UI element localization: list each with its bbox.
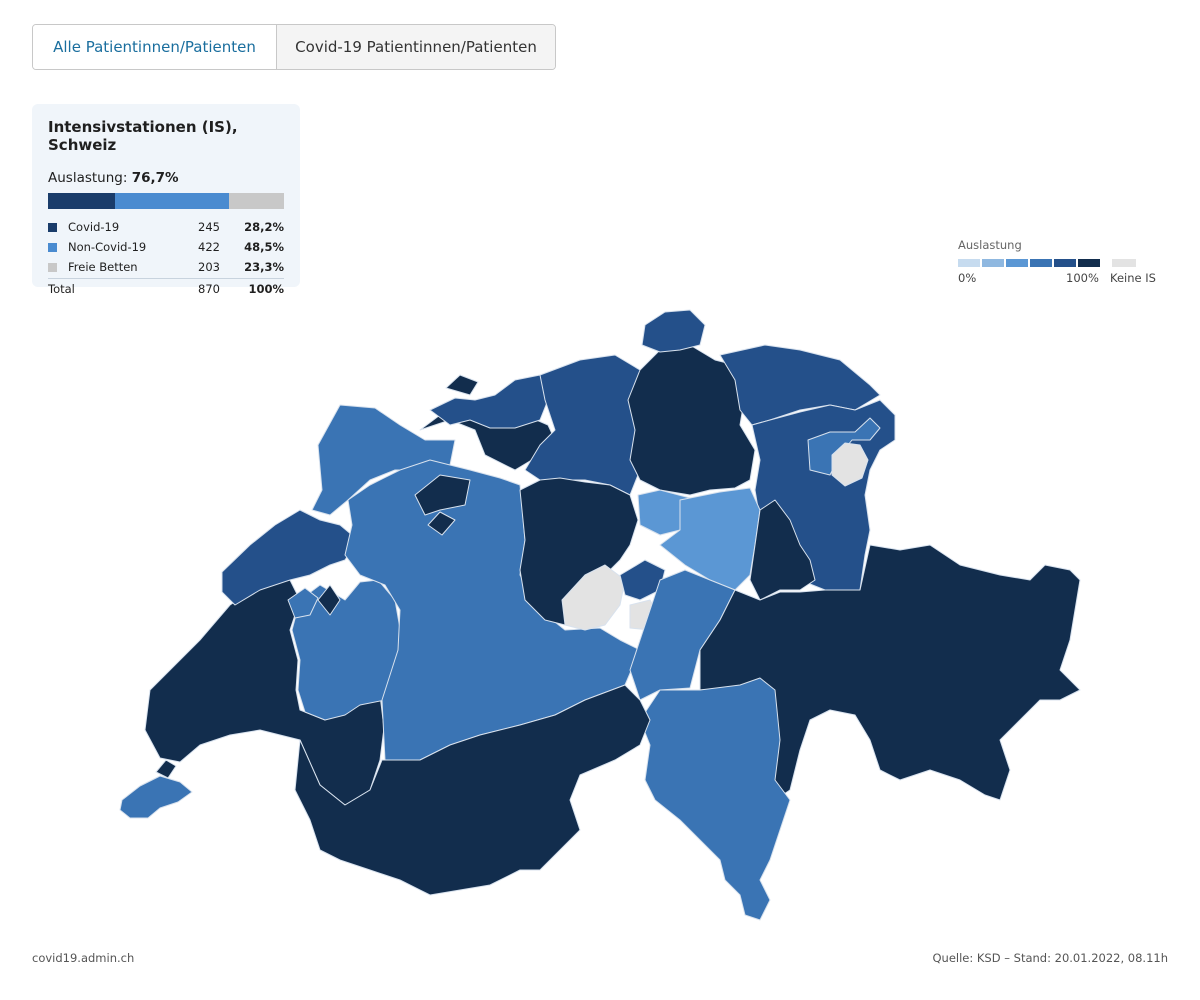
row-count: 245 — [198, 220, 220, 234]
ramp-step — [1006, 259, 1028, 267]
ramp-step — [1078, 259, 1100, 267]
tab-all-patients[interactable]: Alle Patientinnen/Patienten — [33, 25, 277, 69]
bar-segment-non-covid — [114, 193, 229, 209]
row-label: Non-Covid-19 — [68, 240, 147, 254]
canton-valais[interactable] — [294, 684, 651, 896]
row-pct: 48,5% — [244, 240, 284, 254]
legend-min-label: 0% — [958, 271, 977, 285]
row-label: Covid-19 — [68, 220, 120, 234]
total-pct: 100% — [248, 282, 284, 296]
tab-bar: Alle Patientinnen/Patienten Covid-19 Pat… — [32, 24, 556, 70]
canton-neuchatel[interactable] — [221, 509, 359, 606]
utilization-label: Auslastung: — [48, 170, 128, 186]
canton-appenzell-ir[interactable] — [831, 442, 869, 487]
canton-uri[interactable] — [629, 569, 736, 701]
footer-data-source: Quelle: KSD – Stand: 20.01.2022, 08.11h — [932, 951, 1168, 965]
footer-source-site: covid19.admin.ch — [32, 951, 135, 965]
canton-obwalden[interactable] — [561, 564, 626, 631]
row-pct: 23,3% — [244, 260, 284, 274]
row-non-covid: Non-Covid-19 422 48,5% — [48, 237, 284, 257]
utilization-value: 76,7% — [131, 170, 179, 186]
canton-geneva[interactable] — [119, 775, 193, 819]
map-legend: Auslastung 0% 100% Keine IS — [958, 238, 1158, 287]
canton-lucerne[interactable] — [519, 477, 639, 626]
bar-segment-covid — [48, 193, 115, 209]
ramp-step — [982, 259, 1004, 267]
canton-basel[interactable] — [429, 374, 551, 429]
canton-ticino[interactable] — [639, 677, 791, 921]
canton-schwyz[interactable] — [659, 487, 761, 591]
total-count: 870 — [198, 282, 220, 296]
ramp-step — [1054, 259, 1076, 267]
row-count: 422 — [198, 240, 220, 254]
row-total: Total 870 100% — [48, 278, 284, 299]
legend-title: Auslastung — [958, 238, 1022, 252]
row-label: Freie Betten — [68, 260, 138, 274]
switzerland-map — [119, 309, 1081, 921]
row-count: 203 — [198, 260, 220, 274]
canton-glarus[interactable] — [749, 499, 816, 601]
legend-nodata-label: Keine IS — [1110, 271, 1156, 285]
total-label: Total — [48, 282, 75, 296]
canton-fribourg-enclave[interactable] — [287, 587, 319, 619]
canton-solothurn-enclave[interactable] — [445, 374, 479, 396]
legend-scale — [958, 259, 1158, 267]
legend-max-label: 100% — [1066, 271, 1099, 285]
canton-bern-enclave-2[interactable] — [427, 511, 456, 536]
ramp-step — [958, 259, 980, 267]
canton-vaud-enclave[interactable] — [317, 584, 341, 616]
row-free-beds: Freie Betten 203 23,3% — [48, 257, 284, 277]
swatch-non-covid — [48, 242, 57, 252]
legend-labels: 0% 100% Keine IS — [958, 271, 1158, 287]
stacked-bar — [48, 193, 284, 209]
row-covid: Covid-19 245 28,2% — [48, 217, 284, 237]
row-pct: 28,2% — [244, 220, 284, 234]
legend-nodata-swatch — [1112, 259, 1136, 267]
summary-title: Intensivstationen (IS), Schweiz — [48, 118, 238, 154]
utilization-line: Auslastung: 76,7% — [48, 170, 284, 186]
canton-zurich[interactable] — [627, 344, 756, 496]
swatch-covid — [48, 222, 57, 232]
summary-panel: Intensivstationen (IS), Schweiz Auslastu… — [32, 104, 300, 296]
canton-schaffhausen[interactable] — [641, 309, 706, 353]
canton-bern-enclave[interactable] — [414, 474, 471, 516]
canton-geneva-enclave[interactable] — [155, 759, 177, 779]
ramp-step — [1030, 259, 1052, 267]
swatch-free-beds — [48, 262, 57, 272]
bar-segment-free-beds — [229, 193, 284, 209]
legend-color-ramp — [958, 259, 1100, 267]
tab-covid-patients[interactable]: Covid-19 Patientinnen/Patienten — [277, 25, 555, 69]
